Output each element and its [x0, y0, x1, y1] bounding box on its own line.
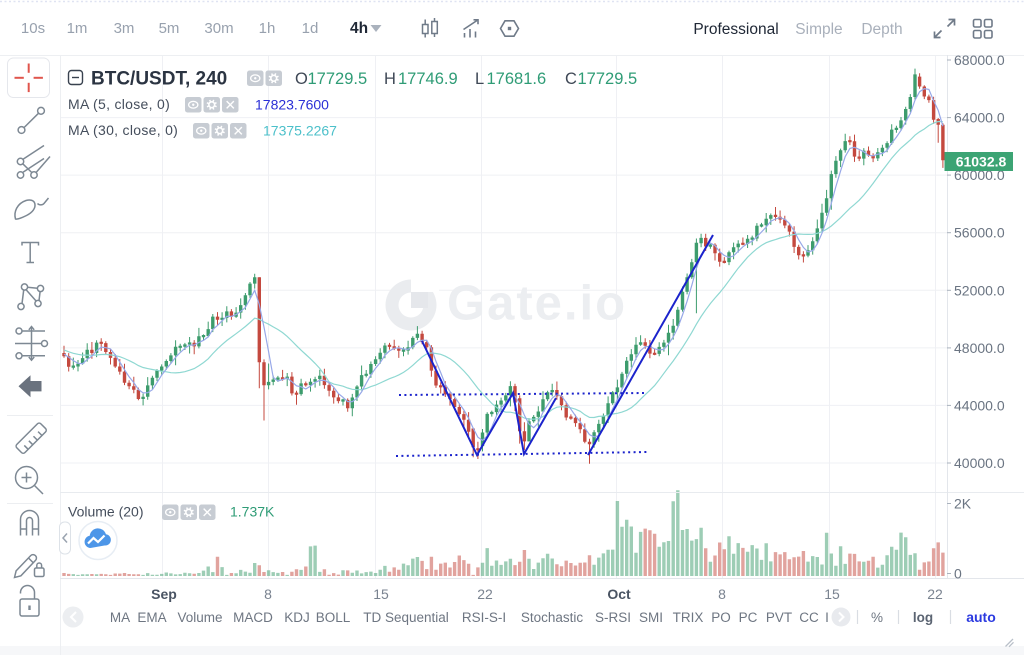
svg-text:0: 0	[954, 566, 962, 582]
svg-text:MACD: MACD	[233, 610, 273, 625]
svg-text:auto: auto	[966, 609, 996, 625]
svg-text:1.737K: 1.737K	[230, 504, 275, 520]
svg-text:I: I	[825, 610, 829, 625]
svg-text:8: 8	[718, 586, 726, 602]
svg-text:Volume: Volume	[177, 610, 222, 625]
svg-text:5m: 5m	[159, 20, 180, 37]
svg-text:10s: 10s	[21, 20, 45, 37]
svg-text:%: %	[871, 610, 883, 625]
svg-text:48000.0: 48000.0	[954, 340, 1005, 356]
svg-text:EMA: EMA	[137, 610, 166, 625]
svg-text:S-RSI: S-RSI	[595, 610, 631, 625]
svg-text:PVT: PVT	[766, 610, 792, 625]
svg-text:2K: 2K	[954, 496, 972, 512]
svg-text:MA (30, close, 0): MA (30, close, 0)	[68, 122, 178, 138]
svg-text:1h: 1h	[259, 20, 276, 37]
svg-text:44000.0: 44000.0	[954, 397, 1005, 413]
svg-text:64000.0: 64000.0	[954, 110, 1005, 126]
svg-text:Stochastic: Stochastic	[521, 610, 584, 625]
svg-text:15: 15	[373, 586, 389, 602]
svg-text:17823.7600: 17823.7600	[255, 97, 329, 113]
svg-text:1m: 1m	[67, 20, 88, 37]
svg-text:BTC/USDT, 240: BTC/USDT, 240	[91, 69, 227, 90]
svg-text:61032.8: 61032.8	[956, 154, 1007, 170]
svg-text:22: 22	[477, 586, 493, 602]
svg-text:RSI-S-I: RSI-S-I	[462, 610, 506, 625]
svg-text:MA (5, close, 0): MA (5, close, 0)	[68, 96, 170, 112]
svg-text:68000.0: 68000.0	[954, 52, 1005, 68]
svg-text:Simple: Simple	[795, 21, 842, 38]
svg-text:TRIX: TRIX	[673, 610, 704, 625]
svg-text:1d: 1d	[302, 20, 319, 37]
svg-text:52000.0: 52000.0	[954, 282, 1005, 298]
svg-text:30m: 30m	[204, 20, 233, 37]
svg-text:PC: PC	[739, 610, 758, 625]
svg-text:40000.0: 40000.0	[954, 455, 1005, 471]
svg-text:3m: 3m	[114, 20, 135, 37]
svg-text:Gate.io: Gate.io	[447, 277, 627, 331]
svg-text:Oct: Oct	[607, 586, 631, 602]
svg-text:Volume (20): Volume (20)	[68, 504, 143, 520]
svg-text:TD Sequential: TD Sequential	[363, 610, 449, 625]
svg-text:BOLL: BOLL	[316, 610, 351, 625]
svg-text:56000.0: 56000.0	[954, 225, 1005, 241]
svg-text:log: log	[913, 610, 933, 625]
svg-text:KDJ: KDJ	[284, 610, 310, 625]
svg-text:Depth: Depth	[861, 21, 902, 38]
svg-text:8: 8	[264, 586, 272, 602]
svg-text:SMI: SMI	[639, 610, 663, 625]
svg-text:17375.2267: 17375.2267	[263, 123, 337, 139]
svg-text:PO: PO	[711, 610, 731, 625]
svg-text:4h: 4h	[350, 20, 368, 37]
svg-text:60000.0: 60000.0	[954, 167, 1005, 183]
svg-text:Professional: Professional	[693, 21, 778, 38]
svg-text:CC: CC	[799, 610, 819, 625]
svg-text:Sep: Sep	[151, 586, 177, 602]
svg-text:MA: MA	[110, 610, 130, 625]
svg-text:22: 22	[927, 586, 943, 602]
svg-text:15: 15	[824, 586, 840, 602]
